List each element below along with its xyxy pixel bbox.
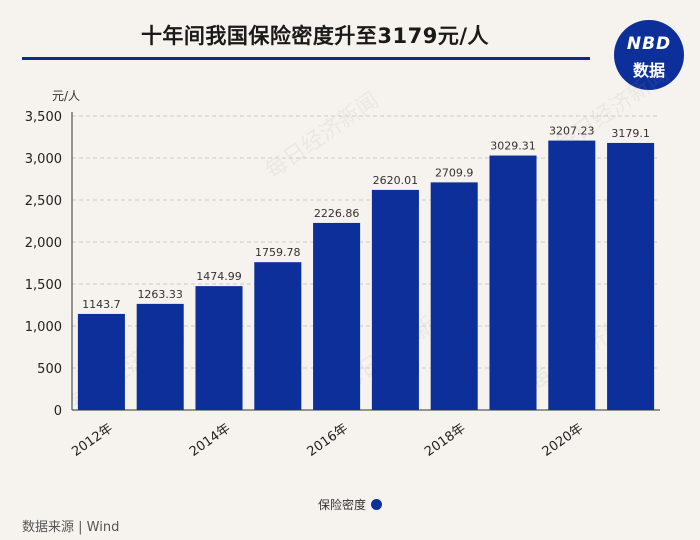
data-label: 2620.01 — [373, 174, 419, 187]
bar — [607, 142, 655, 410]
chart-legend: 保险密度 — [0, 496, 700, 513]
y-tick-label: 2,000 — [25, 236, 62, 251]
data-label: 3207.23 — [549, 125, 595, 138]
y-tick-label: 1,000 — [25, 320, 62, 335]
data-label: 1474.99 — [196, 270, 242, 283]
y-axis-unit-label: 元/人 — [52, 89, 80, 103]
bar — [548, 140, 596, 410]
logo-text-data: 数据 — [632, 61, 665, 80]
bar — [136, 303, 184, 410]
x-tick-label: 2016年 — [305, 421, 351, 460]
y-tick-label: 1,500 — [25, 278, 62, 293]
x-tick-label: 2012年 — [69, 421, 115, 460]
bar — [313, 222, 361, 410]
title-divider — [22, 57, 590, 60]
data-label: 3179.1 — [611, 127, 650, 140]
chart-title: 十年间我国保险密度升至3179元/人 — [140, 24, 490, 48]
bar — [430, 182, 478, 410]
legend-swatch — [371, 499, 382, 510]
y-tick-label: 0 — [54, 404, 62, 419]
bar — [254, 262, 302, 410]
data-label: 2709.9 — [435, 166, 474, 179]
x-tick-label: 2018年 — [422, 421, 468, 460]
legend-label: 保险密度 — [317, 498, 366, 512]
data-label: 3029.31 — [490, 140, 536, 153]
bar — [371, 189, 419, 410]
x-tick-label: 2020年 — [540, 421, 586, 460]
bar — [77, 313, 125, 410]
logo-text-nbd: NBD — [626, 34, 672, 54]
data-label: 1143.7 — [82, 298, 121, 311]
data-label: 1263.33 — [137, 288, 183, 301]
x-tick-label: 2014年 — [187, 421, 233, 460]
y-tick-label: 3,500 — [25, 110, 62, 125]
data-label: 1759.78 — [255, 246, 301, 259]
y-tick-label: 3,000 — [25, 152, 62, 167]
bar — [489, 155, 537, 410]
data-source: 数据来源 | Wind — [22, 520, 120, 535]
nbd-data-logo: NBD 数据 — [614, 20, 684, 90]
y-tick-label: 2,500 — [25, 194, 62, 209]
data-label: 2226.86 — [314, 207, 360, 220]
bar — [195, 286, 243, 410]
y-tick-label: 500 — [37, 362, 62, 377]
